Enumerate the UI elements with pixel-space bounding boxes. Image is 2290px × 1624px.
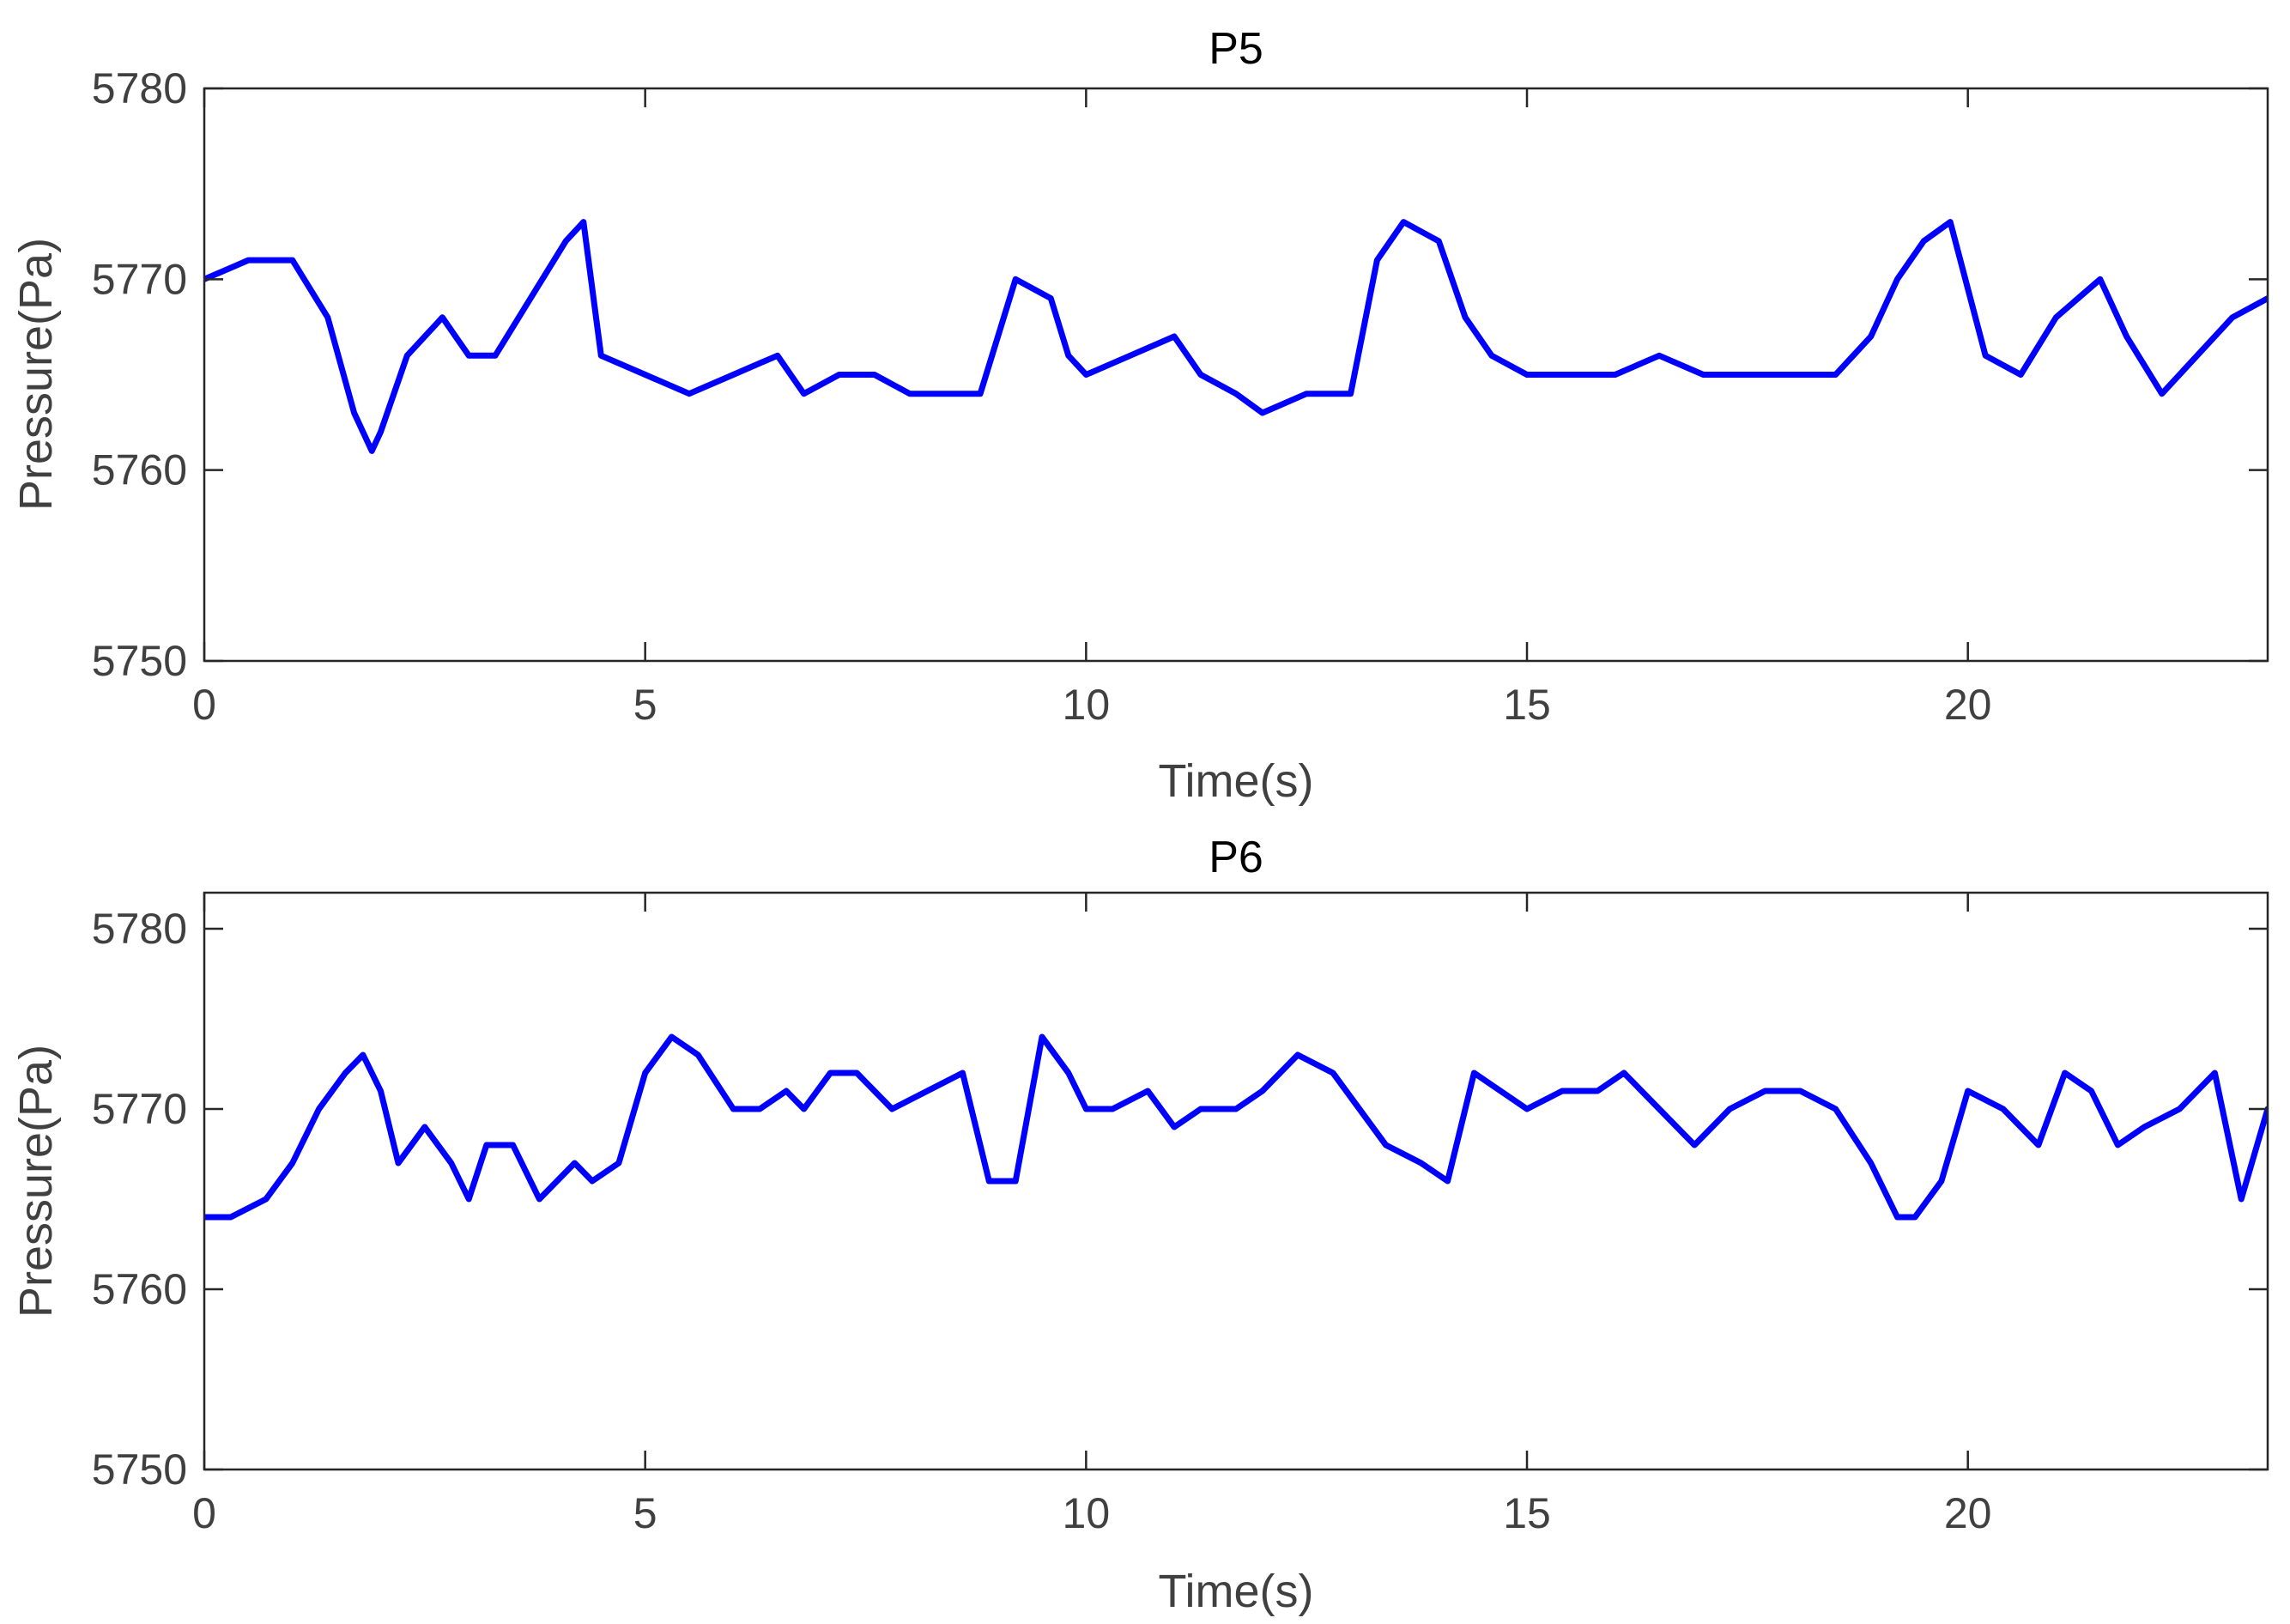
y-tick-label: 5750 xyxy=(92,1445,187,1494)
x-tick-label: 20 xyxy=(1944,681,1992,729)
chart-title-p5: P5 xyxy=(1209,24,1263,74)
x-tick-label: 0 xyxy=(192,681,216,729)
x-tick-label: 15 xyxy=(1503,1489,1551,1537)
y-tick-label: 5770 xyxy=(92,255,187,303)
trace-p5 xyxy=(204,219,2268,454)
x-ticks-p5: 0 5 10 15 20 xyxy=(192,88,1992,729)
axes-box-p5 xyxy=(203,87,2269,663)
y-tick-label: 5770 xyxy=(92,1085,187,1133)
x-tick-label: 0 xyxy=(192,1489,216,1537)
x-ticks-p6: 0 5 10 15 20 xyxy=(192,893,1992,1537)
x-axis-label-p5: Time(s) xyxy=(1159,755,1314,807)
x-tick-label: 10 xyxy=(1063,681,1111,729)
y-axis-label-p5: Pressure(Pa) xyxy=(10,238,62,511)
y-tick-label: 5760 xyxy=(92,1265,187,1313)
x-tick-label: 15 xyxy=(1503,681,1551,729)
y-axis-label-p6: Pressure(Pa) xyxy=(10,1045,62,1318)
chart-title-p6: P6 xyxy=(1209,833,1263,882)
x-tick-label: 20 xyxy=(1944,1489,1992,1537)
y-tick-label: 5750 xyxy=(92,637,187,685)
y-tick-label: 5780 xyxy=(92,905,187,953)
axes-box-p6 xyxy=(203,891,2269,1471)
x-axis-label-p6: Time(s) xyxy=(1159,1566,1314,1617)
x-tick-label: 5 xyxy=(633,1489,657,1537)
y-ticks-p6: 5750 5760 5770 5780 xyxy=(92,905,2268,1494)
plot-area-p6 xyxy=(204,893,2268,1469)
y-tick-label: 5760 xyxy=(92,446,187,494)
y-ticks-p5: 5750 5760 5770 5780 xyxy=(92,64,2268,685)
panel-p6: 0 5 10 15 20 5750 5760 5770 5780 P6 Time(s) Pre… xyxy=(10,833,2269,1617)
trace-p6 xyxy=(204,1033,2268,1221)
panel-p5: 0 5 10 15 20 5750 5760 5770 5780 P5 Time(s) Pre… xyxy=(10,24,2269,807)
plot-area-p5 xyxy=(204,88,2268,661)
x-tick-label: 10 xyxy=(1063,1489,1111,1537)
x-tick-label: 5 xyxy=(633,681,657,729)
y-tick-label: 5780 xyxy=(92,64,187,112)
series-line-0 xyxy=(204,219,2268,454)
series-line-0 xyxy=(204,1033,2268,1221)
